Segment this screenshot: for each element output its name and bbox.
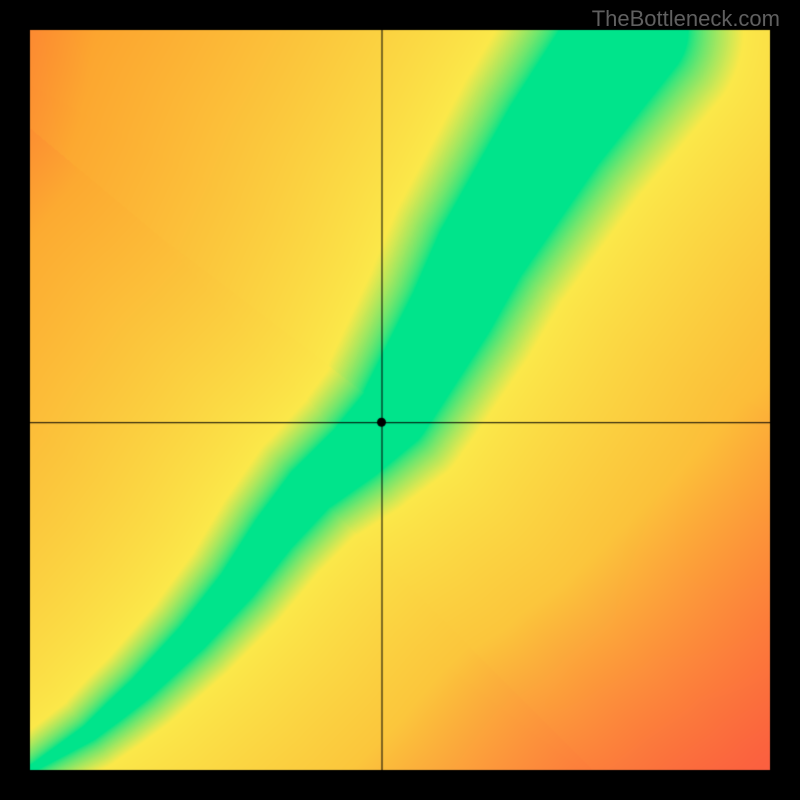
watermark-text: TheBottleneck.com (592, 6, 780, 32)
chart-container: TheBottleneck.com (0, 0, 800, 800)
bottleneck-heatmap (0, 0, 800, 800)
